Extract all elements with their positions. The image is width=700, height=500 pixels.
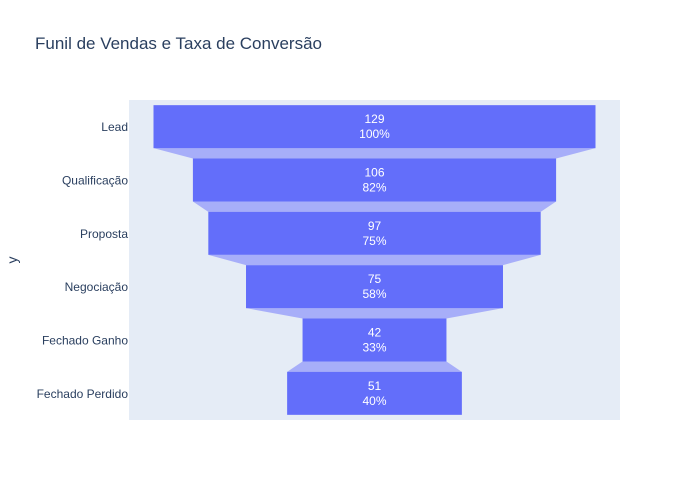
funnel-connector (208, 254, 541, 266)
bar-value-label: 42 (368, 326, 382, 340)
funnel-connectors (153, 148, 596, 372)
y-tick-label: Lead (101, 120, 128, 134)
y-tick-label: Proposta (80, 227, 128, 241)
bar-value-label: 75 (368, 272, 382, 286)
funnel-connector (192, 201, 557, 212)
bar-percent-label: 100% (359, 127, 390, 141)
funnel-connector (246, 308, 503, 319)
bar-percent-label: 40% (362, 394, 386, 408)
bar-value-label: 51 (368, 379, 382, 393)
funnel-connector (153, 148, 596, 159)
y-tick-label: Fechado Ganho (42, 334, 128, 348)
bar-value-label: 129 (364, 112, 384, 126)
bar-percent-label: 58% (362, 287, 386, 301)
funnel-connector (287, 361, 462, 372)
y-tick-label: Negociação (65, 280, 129, 294)
y-tick-label: Qualificação (62, 174, 128, 188)
funnel-bar[interactable] (246, 265, 503, 309)
y-axis-title: y (4, 257, 20, 264)
y-tick-label: Fechado Perdido (37, 387, 129, 401)
bar-value-label: 106 (364, 166, 384, 180)
bar-value-label: 97 (368, 219, 382, 233)
bar-percent-label: 82% (362, 181, 386, 195)
funnel-bar[interactable] (153, 105, 596, 149)
funnel-bar[interactable] (192, 158, 557, 202)
funnel-bar[interactable] (208, 211, 541, 255)
funnel-bar[interactable] (302, 318, 447, 362)
y-tick-labels: Lead Qualificação Proposta Negociação Fechad… (37, 120, 129, 401)
chart-title: Funil de Vendas e Taxa de Conversão (35, 34, 322, 53)
bar-percent-label: 75% (362, 234, 386, 248)
bar-percent-label: 33% (362, 341, 386, 355)
funnel-bars (153, 105, 596, 415)
funnel-bar[interactable] (287, 371, 462, 415)
